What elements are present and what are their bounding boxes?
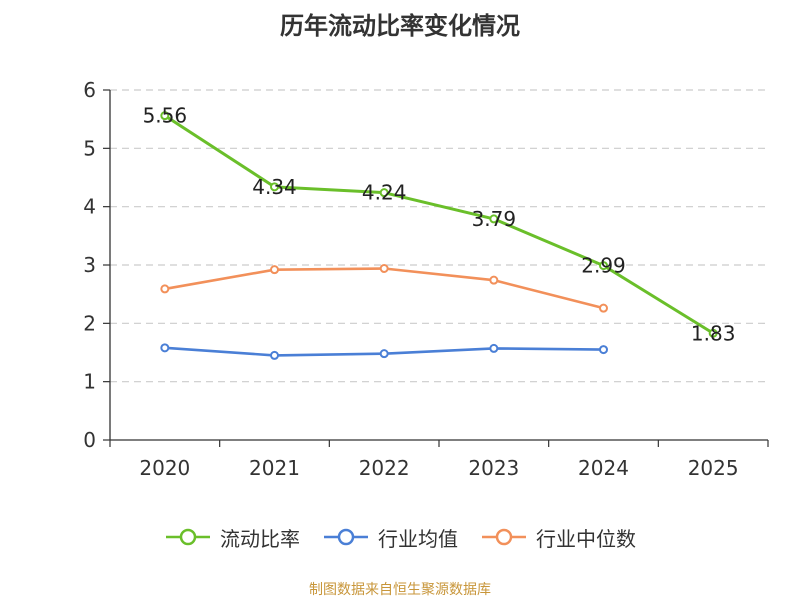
- legend-item-current-ratio[interactable]: 流动比率: [164, 523, 300, 552]
- series-1-point-2024: [599, 345, 608, 355]
- axes: 0 1 2 3 4 5 6 2020 2021 2022 2023 2024 2025: [83, 78, 769, 480]
- series-0-point-2023: [489, 214, 499, 224]
- y-tick-label: 1: [83, 370, 96, 394]
- series-1-point-2022: [379, 349, 389, 359]
- series-2-point-2022: [379, 264, 389, 273]
- y-tick-label: 0: [83, 428, 96, 452]
- legend-label-current-ratio: 流动比率: [220, 526, 300, 551]
- series-2-point-2020: [160, 284, 170, 294]
- series-1-point-2021: [270, 350, 279, 360]
- legend-label-industry-mean: 行业均值: [378, 526, 458, 551]
- series-0-point-2022: [379, 188, 389, 198]
- series-line-0: [164, 114, 714, 335]
- data-label-2025: 1.83: [691, 321, 736, 345]
- series-0-point-2021: [270, 182, 279, 192]
- chart-title: 历年流动比率变化情况: [280, 12, 520, 40]
- data-label-2022: 4.24: [362, 181, 407, 205]
- x-tick-label-2020: 2020: [139, 456, 190, 480]
- x-tick-label-2022: 2022: [359, 456, 410, 480]
- y-tick-label: 5: [83, 136, 96, 160]
- series-line-2: [164, 267, 604, 310]
- series-2-point-2021: [270, 265, 279, 275]
- legend-marker-current-ratio: [166, 528, 210, 546]
- data-label-2023: 3.79: [472, 207, 517, 231]
- y-tick-label: 6: [83, 78, 96, 102]
- y-tick-label: 4: [83, 195, 96, 219]
- legend-label-industry-median: 行业中位数: [536, 526, 636, 551]
- data-label-2021: 4.34: [252, 175, 297, 199]
- series-2-point-2024: [599, 303, 608, 313]
- grid-lines: [110, 89, 768, 383]
- y-tick-label: 3: [83, 253, 96, 277]
- legend-item-industry-median[interactable]: 行业中位数: [480, 523, 636, 552]
- data-labels: 5.56 4.34 4.24 3.79 2.99 1.83: [143, 104, 736, 346]
- series-1-point-2020: [160, 343, 170, 353]
- series-0-point-2024: [599, 261, 608, 271]
- x-tick-label-2025: 2025: [688, 456, 739, 480]
- x-tick-label-2021: 2021: [249, 456, 300, 480]
- series-1-point-2023: [489, 343, 499, 353]
- series-2-point-2023: [489, 275, 499, 285]
- x-tick-label-2024: 2024: [578, 456, 629, 480]
- data-label-2020: 5.56: [143, 104, 188, 128]
- legend: 流动比率 行业均值 行业中位数: [0, 520, 800, 554]
- legend-marker-industry-median: [482, 528, 526, 546]
- series-0-point-2020: [160, 111, 170, 121]
- x-tick-label-2023: 2023: [468, 456, 519, 480]
- series-0-point-2025: [708, 328, 718, 338]
- series-group: [160, 111, 718, 360]
- data-source-note: 制图数据来自恒生聚源数据库: [309, 582, 491, 598]
- y-tick-label: 2: [83, 311, 96, 335]
- data-label-2024: 2.99: [581, 254, 626, 278]
- legend-marker-industry-mean: [324, 528, 368, 546]
- legend-item-industry-mean[interactable]: 行业均值: [322, 523, 458, 552]
